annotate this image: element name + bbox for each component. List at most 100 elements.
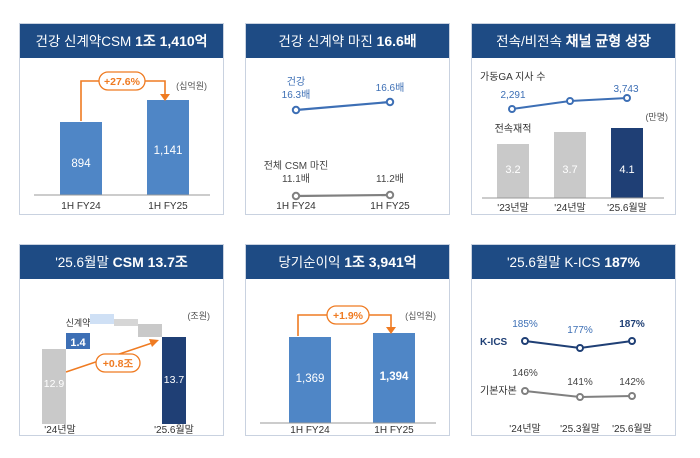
bar-1h-fy24	[289, 337, 331, 423]
point-health-fy24	[291, 105, 301, 115]
value-label-health-fy24: 16.3배	[282, 89, 311, 101]
unit-label: (조원)	[187, 311, 210, 321]
point-base-253	[576, 393, 584, 401]
change-badge	[95, 353, 141, 373]
panel-net-income: 당기순이익 1조 3,941억 (십억원) 1,369 1,394 +1.9% …	[245, 244, 450, 436]
bar-exclusive-23	[497, 144, 529, 198]
growth-label: +27.6%	[104, 76, 141, 88]
x-label-256: '25.6월말	[612, 423, 652, 435]
value-label-ga-23: 2,291	[500, 90, 525, 101]
x-label-24: '24년말	[44, 424, 75, 435]
value-label-base-256: 142%	[619, 377, 645, 388]
panel-csm-total: '25.6월말 CSM 13.7조 (조원) 12.9 신계약 1.4 13.7…	[19, 244, 224, 436]
x-label-24: '24년말	[554, 202, 585, 214]
bar-step-5	[138, 324, 162, 337]
value-label-kics-253: 177%	[567, 325, 593, 336]
panel-kics: '25.6월말 K-ICS 187% 185% 177% 187% K-ICS …	[471, 244, 676, 436]
bar-1h-fy25	[373, 333, 415, 423]
unit-label: (십억원)	[176, 80, 207, 91]
growth-arrow-head	[386, 327, 396, 334]
point-base-256	[628, 392, 636, 400]
value-label-csm-24: 12.9	[44, 378, 65, 390]
bar-new-contract	[66, 333, 90, 349]
bar-exclusive-25	[611, 128, 643, 198]
bar-step-4	[114, 319, 138, 326]
panel-title: 당기순이익 1조 3,941억	[246, 245, 449, 279]
growth-badge	[326, 305, 370, 325]
bar-exclusive-24	[554, 132, 586, 198]
x-label-23: '23년말	[497, 202, 528, 214]
point-total-fy24	[291, 191, 301, 201]
value-label-base-253: 141%	[567, 377, 593, 388]
x-label-25: '25.6월말	[154, 424, 194, 435]
value-label-kics-24: 185%	[512, 319, 538, 330]
chart-net-income: (십억원) 1,369 1,394 +1.9% 1H FY24 1H FY25	[260, 305, 436, 435]
growth-badge	[98, 71, 146, 91]
panel-channel-growth: 전속/비전속 채널 균형 성장 가동GA 지사 수 2,291 3,743 (만…	[471, 23, 676, 215]
panel-title: '25.6월말 K-ICS 187%	[472, 245, 675, 279]
unit-label: (십억원)	[405, 310, 436, 321]
bar-step-3	[90, 314, 114, 324]
value-label-1h-fy25: 1,141	[154, 145, 183, 157]
growth-arrow-head	[160, 94, 170, 101]
chart-csm-waterfall: (조원) 12.9 신계약 1.4 13.7 +0.8조 '24년말 '25.6…	[42, 311, 210, 435]
panel-title: '25.6월말 CSM 13.7조	[20, 245, 223, 279]
point-kics-253	[576, 344, 584, 352]
panel-health-csm: 건강 신계약CSM 1조 1,410억 (십억원) 894 1,141 +27.…	[19, 23, 224, 215]
series-name-base: 기본자본	[480, 385, 517, 397]
value-label-ga-25: 3,743	[613, 84, 638, 95]
value-label-1h-fy24: 894	[71, 158, 91, 170]
value-label-1h-fy25: 1,394	[380, 371, 409, 383]
series-name-exclusive: 전속재적	[495, 123, 532, 135]
x-label-25: '25.6월말	[607, 202, 647, 214]
value-label-exclusive-25: 4.1	[619, 164, 634, 176]
chart-health-csm: (십억원) 894 1,141 +27.6% 1H FY24 1H FY25	[34, 71, 210, 212]
point-base-24	[521, 387, 529, 395]
bar-csm-25	[162, 337, 186, 424]
value-label-1h-fy24: 1,369	[296, 373, 325, 385]
bar-1h-fy24	[60, 122, 102, 195]
x-label-1h-fy24: 1H FY24	[290, 425, 330, 435]
bar-1h-fy25	[147, 100, 189, 195]
x-label-253: '25.3월말	[560, 423, 600, 435]
series-name-total-csm: 전체 CSM 마진	[264, 160, 329, 172]
value-label-exclusive-23: 3.2	[505, 164, 520, 176]
value-label-new-contract: 1.4	[70, 337, 86, 349]
series-name-ga: 가동GA 지사 수	[480, 71, 545, 83]
panel-title: 건강 신계약 마진 16.6배	[246, 24, 449, 58]
x-label-1h-fy24: 1H FY24	[276, 201, 316, 212]
panel-title: 전속/비전속 채널 균형 성장	[472, 24, 675, 58]
value-label-total-fy24: 11.1배	[282, 173, 310, 185]
point-kics-24	[521, 337, 529, 345]
x-label-1h-fy25: 1H FY25	[148, 201, 188, 212]
panel-title: 건강 신계약CSM 1조 1,410억	[20, 24, 223, 58]
line-total-csm	[295, 193, 391, 198]
x-label-24: '24년말	[509, 423, 540, 435]
bar-csm-24	[42, 349, 66, 424]
line-health	[295, 100, 391, 112]
value-label-kics-256: 187%	[619, 319, 645, 330]
x-label-1h-fy25: 1H FY25	[374, 425, 414, 435]
series-name-health: 건강	[287, 76, 305, 88]
panel-health-margin: 건강 신계약 마진 16.6배 건강 16.3배 16.6배 전체 CSM 마진…	[245, 23, 450, 215]
point-ga-25	[623, 94, 631, 102]
point-ga-23	[508, 105, 516, 113]
point-ga-24	[566, 97, 574, 105]
chart-health-margin: 건강 16.3배 16.6배 전체 CSM 마진 11.1배 11.2배 1H …	[264, 76, 410, 212]
value-label-total-fy25: 11.2배	[376, 173, 404, 185]
point-kics-256	[628, 337, 636, 345]
x-label-1h-fy25: 1H FY25	[370, 201, 410, 212]
point-total-fy25	[385, 190, 395, 200]
value-label-health-fy25: 16.6배	[376, 82, 405, 94]
growth-label: +1.9%	[333, 310, 364, 322]
unit-label: (만명)	[645, 112, 668, 122]
value-label-csm-25: 13.7	[164, 374, 185, 386]
change-label: +0.8조	[103, 358, 134, 370]
value-label-exclusive-24: 3.7	[562, 164, 577, 176]
point-health-fy25	[385, 97, 395, 107]
value-label-base-24: 146%	[512, 368, 538, 379]
change-arrow-head	[149, 339, 159, 347]
series-name-kics: K-ICS	[480, 337, 508, 348]
chart-kics: 185% 177% 187% K-ICS 146% 141% 142% 기본자본…	[480, 319, 652, 435]
step-label-new-contract: 신계약	[66, 317, 91, 328]
